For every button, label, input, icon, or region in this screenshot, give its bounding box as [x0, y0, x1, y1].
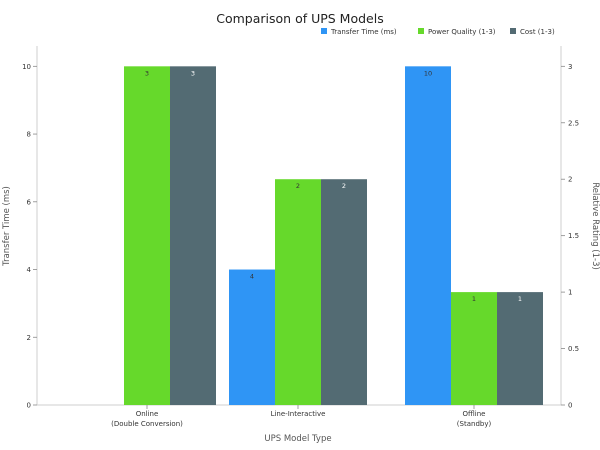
legend-label: Power Quality (1-3): [428, 28, 496, 36]
legend-label: Transfer Time (ms): [330, 28, 397, 36]
left-axis-tick-label: 8: [27, 131, 31, 139]
bar-value-label: 3: [145, 69, 149, 77]
bars: 4 10 3 2 1 3 2 1: [124, 66, 543, 406]
right-axis-tick-label: 2: [568, 176, 572, 184]
left-axis-tick-label: 4: [27, 266, 32, 274]
x-axis-title: UPS Model Type: [264, 434, 331, 444]
right-axis-tick-label: 0: [568, 402, 572, 410]
bar-value-label: 4: [250, 273, 254, 281]
x-axis-category-label: Offline (Standby): [457, 410, 492, 428]
legend-swatch: [418, 28, 424, 34]
x-axis: Online (Double Conversion) Line-Interactiv…: [111, 405, 491, 428]
left-axis-tick-label: 10: [22, 63, 31, 71]
left-axis-tick-label: 6: [27, 198, 32, 206]
right-axis: 0 0.5 1 1.5 2 2.5 3: [561, 63, 579, 410]
x-axis-category-label: Online (Double Conversion): [111, 410, 183, 428]
bar: [275, 179, 321, 405]
legend: Transfer Time (ms) Power Quality (1-3) Cos…: [321, 28, 555, 36]
bar: [405, 66, 451, 406]
y-axis-title-right: Relative Rating (1-3): [590, 182, 600, 270]
bar: [124, 66, 170, 406]
bar-value-label: 3: [191, 69, 195, 77]
legend-swatch: [321, 28, 327, 34]
x-axis-category-label-line: Online: [136, 410, 159, 418]
bar: [229, 269, 275, 405]
legend-swatch: [510, 28, 516, 34]
bar: [451, 292, 497, 405]
bar: [497, 292, 543, 405]
bar-value-label: 1: [472, 295, 476, 303]
chart-title: Comparison of UPS Models: [216, 11, 383, 26]
x-axis-category-label: Line-Interactive: [271, 410, 326, 418]
bar-value-label: 2: [342, 182, 346, 190]
x-axis-category-label-line: (Standby): [457, 420, 492, 428]
bar-value-label: 1: [518, 295, 522, 303]
bar: [321, 179, 367, 405]
x-axis-category-label-line: (Double Conversion): [111, 420, 183, 428]
right-axis-tick-label: 2.5: [568, 119, 579, 127]
y-axis-title-left: Transfer Time (ms): [2, 186, 12, 267]
right-axis-tick-label: 0.5: [568, 345, 579, 353]
x-axis-category-label-line: Line-Interactive: [271, 410, 326, 418]
right-axis-tick-label: 3: [568, 63, 572, 71]
legend-label: Cost (1-3): [520, 28, 555, 36]
bar: [170, 66, 216, 406]
right-axis-tick-label: 1: [568, 289, 572, 297]
x-axis-category-label-line: Offline: [463, 410, 486, 418]
left-axis: 0 2 4 6 8 10: [22, 63, 37, 410]
bar-value-label: 10: [424, 69, 432, 77]
bar-value-label: 2: [296, 182, 300, 190]
right-axis-tick-label: 1.5: [568, 232, 579, 240]
left-axis-tick-label: 2: [27, 334, 31, 342]
left-axis-tick-label: 0: [27, 402, 31, 410]
